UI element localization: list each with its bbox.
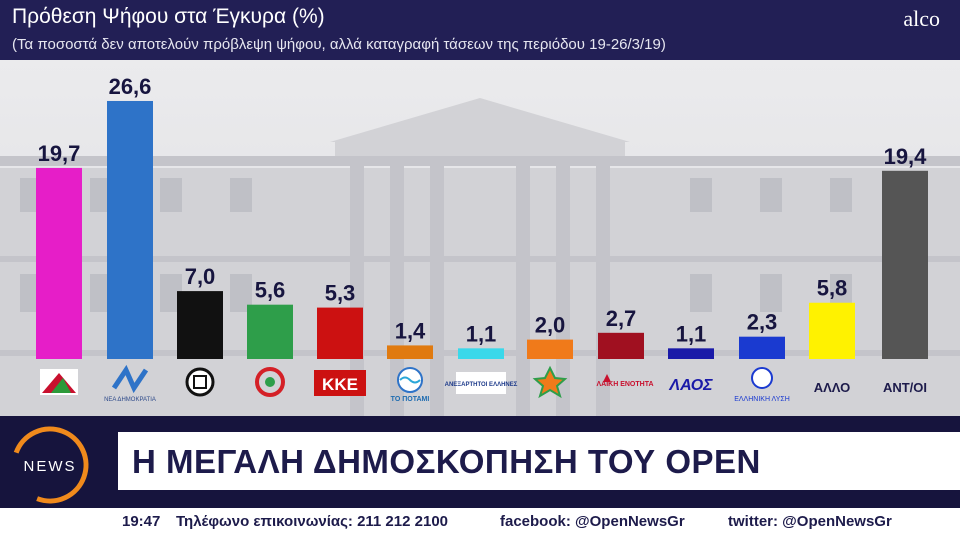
party-logo-7 (532, 365, 568, 399)
ticker-phone: Τηλέφωνο επικοινωνίας: 211 212 2100 (176, 513, 448, 530)
svg-text:ΚΚΕ: ΚΚΕ (322, 375, 358, 394)
svg-text:ΑΝΕΞΑΡΤΗΤΟΙ ΕΛΛΗΝΕΣ: ΑΝΕΞΑΡΤΗΤΟΙ ΕΛΛΗΝΕΣ (445, 382, 518, 388)
party-logo-9: ΛΑΟΣ (668, 377, 713, 394)
party-logo-6: ΑΝΕΞΑΡΤΗΤΟΙ ΕΛΛΗΝΕΣ (445, 372, 518, 394)
party-logo-8: ΛΑΙΚΗ ΕΝΟΤΗΤΑ (596, 374, 654, 388)
news-logo-text: NEWS (24, 458, 77, 475)
party-logo-0 (40, 369, 78, 395)
bar-4 (317, 307, 363, 359)
bar-8 (598, 332, 644, 359)
party-logo-11: ΑΛΛΟ (814, 380, 851, 395)
bar-value-label-12: 19,4 (884, 144, 928, 169)
bar-value-label-0: 19,7 (38, 141, 81, 166)
ticker-bar: 19:47 Τηλέφωνο επικοινωνίας: 211 212 210… (0, 508, 960, 535)
chart-title: Πρόθεση Ψήφου στα Έγκυρα (%) (12, 5, 325, 28)
bar-11 (809, 302, 855, 359)
bar-value-label-3: 5,6 (255, 278, 286, 303)
bar-3 (247, 304, 293, 359)
party-logo-3 (255, 367, 285, 397)
alco-logo: alco (903, 6, 940, 31)
svg-text:ΛΑΙΚΗ ΕΝΟΤΗΤΑ: ΛΑΙΚΗ ΕΝΟΤΗΤΑ (596, 381, 653, 388)
bar-value-label-4: 5,3 (325, 281, 356, 306)
bar-5 (387, 345, 433, 359)
party-logo-2 (185, 367, 215, 397)
bar-value-label-2: 7,0 (185, 264, 216, 289)
party-logo-10: ΕΛΛΗΝΙΚΗ ΛΥΣΗ (734, 367, 790, 403)
svg-text:ΝΕΑ ΔΗΜΟΚΡΑΤΙΑ: ΝΕΑ ΔΗΜΟΚΡΑΤΙΑ (104, 397, 156, 403)
headline: Η ΜΕΓΑΛΗ ΔΗΜΟΣΚΟΠΗΣΗ ΤΟΥ OPEN (132, 443, 761, 480)
bar-value-label-1: 26,6 (109, 74, 152, 99)
bar-7 (527, 339, 573, 359)
chart-header: Πρόθεση Ψήφου στα Έγκυρα (%) (Τα ποσοστά… (0, 0, 960, 60)
svg-text:ΑΝΤ/ΟΙ: ΑΝΤ/ΟΙ (883, 380, 927, 395)
ticker-facebook: facebook: @OpenNewsGr (500, 513, 685, 530)
bar-6 (458, 348, 504, 359)
open-news-logo: NEWS (11, 426, 89, 504)
bar-value-label-5: 1,4 (395, 318, 426, 343)
bar-chart: 19,7 26,6 ΝΕΑ ΔΗΜΟΚΡΑΤΙΑ 7,0 5,6 5,3 ΚΚΕ 1,4 ΤΟ … (36, 74, 928, 403)
party-logo-12: ΑΝΤ/ΟΙ (883, 380, 927, 395)
bar-value-label-7: 2,0 (535, 313, 566, 338)
chart-area: 19,7 26,6 ΝΕΑ ΔΗΜΟΚΡΑΤΙΑ 7,0 5,6 5,3 ΚΚΕ 1,4 ΤΟ … (0, 60, 960, 416)
bar-value-label-11: 5,8 (817, 276, 848, 301)
ticker-twitter: twitter: @OpenNewsGr (728, 513, 892, 530)
svg-text:ΕΛΛΗΝΙΚΗ ΛΥΣΗ: ΕΛΛΗΝΙΚΗ ΛΥΣΗ (734, 396, 790, 403)
svg-text:ΛΑΟΣ: ΛΑΟΣ (668, 377, 713, 394)
bar-9 (668, 348, 714, 359)
bar-2 (177, 291, 223, 359)
bar-1 (107, 100, 153, 360)
party-logo-1: ΝΕΑ ΔΗΜΟΚΡΑΤΙΑ (104, 364, 156, 403)
bar-value-label-8: 2,7 (606, 306, 637, 331)
svg-text:ΑΛΛΟ: ΑΛΛΟ (814, 380, 851, 395)
bar-value-label-6: 1,1 (466, 321, 497, 346)
headline-box: Η ΜΕΓΑΛΗ ΔΗΜΟΣΚΟΠΗΣΗ ΤΟΥ OPEN (118, 432, 960, 490)
chart-subtitle: (Τα ποσοστά δεν αποτελούν πρόβλεψη ψήφου… (12, 36, 666, 53)
bar-value-label-9: 1,1 (676, 321, 707, 346)
svg-text:ΤΟ ΠΟΤΑΜΙ: ΤΟ ΠΟΤΑΜΙ (391, 396, 430, 403)
bar-10 (739, 336, 785, 359)
bar-12 (882, 170, 928, 359)
party-logo-5: ΤΟ ΠΟΤΑΜΙ (391, 367, 430, 403)
bar-value-label-10: 2,3 (747, 310, 778, 335)
bar-0 (36, 167, 82, 359)
party-logo-4: ΚΚΕ (314, 370, 366, 396)
ticker-time: 19:47 (122, 513, 161, 530)
